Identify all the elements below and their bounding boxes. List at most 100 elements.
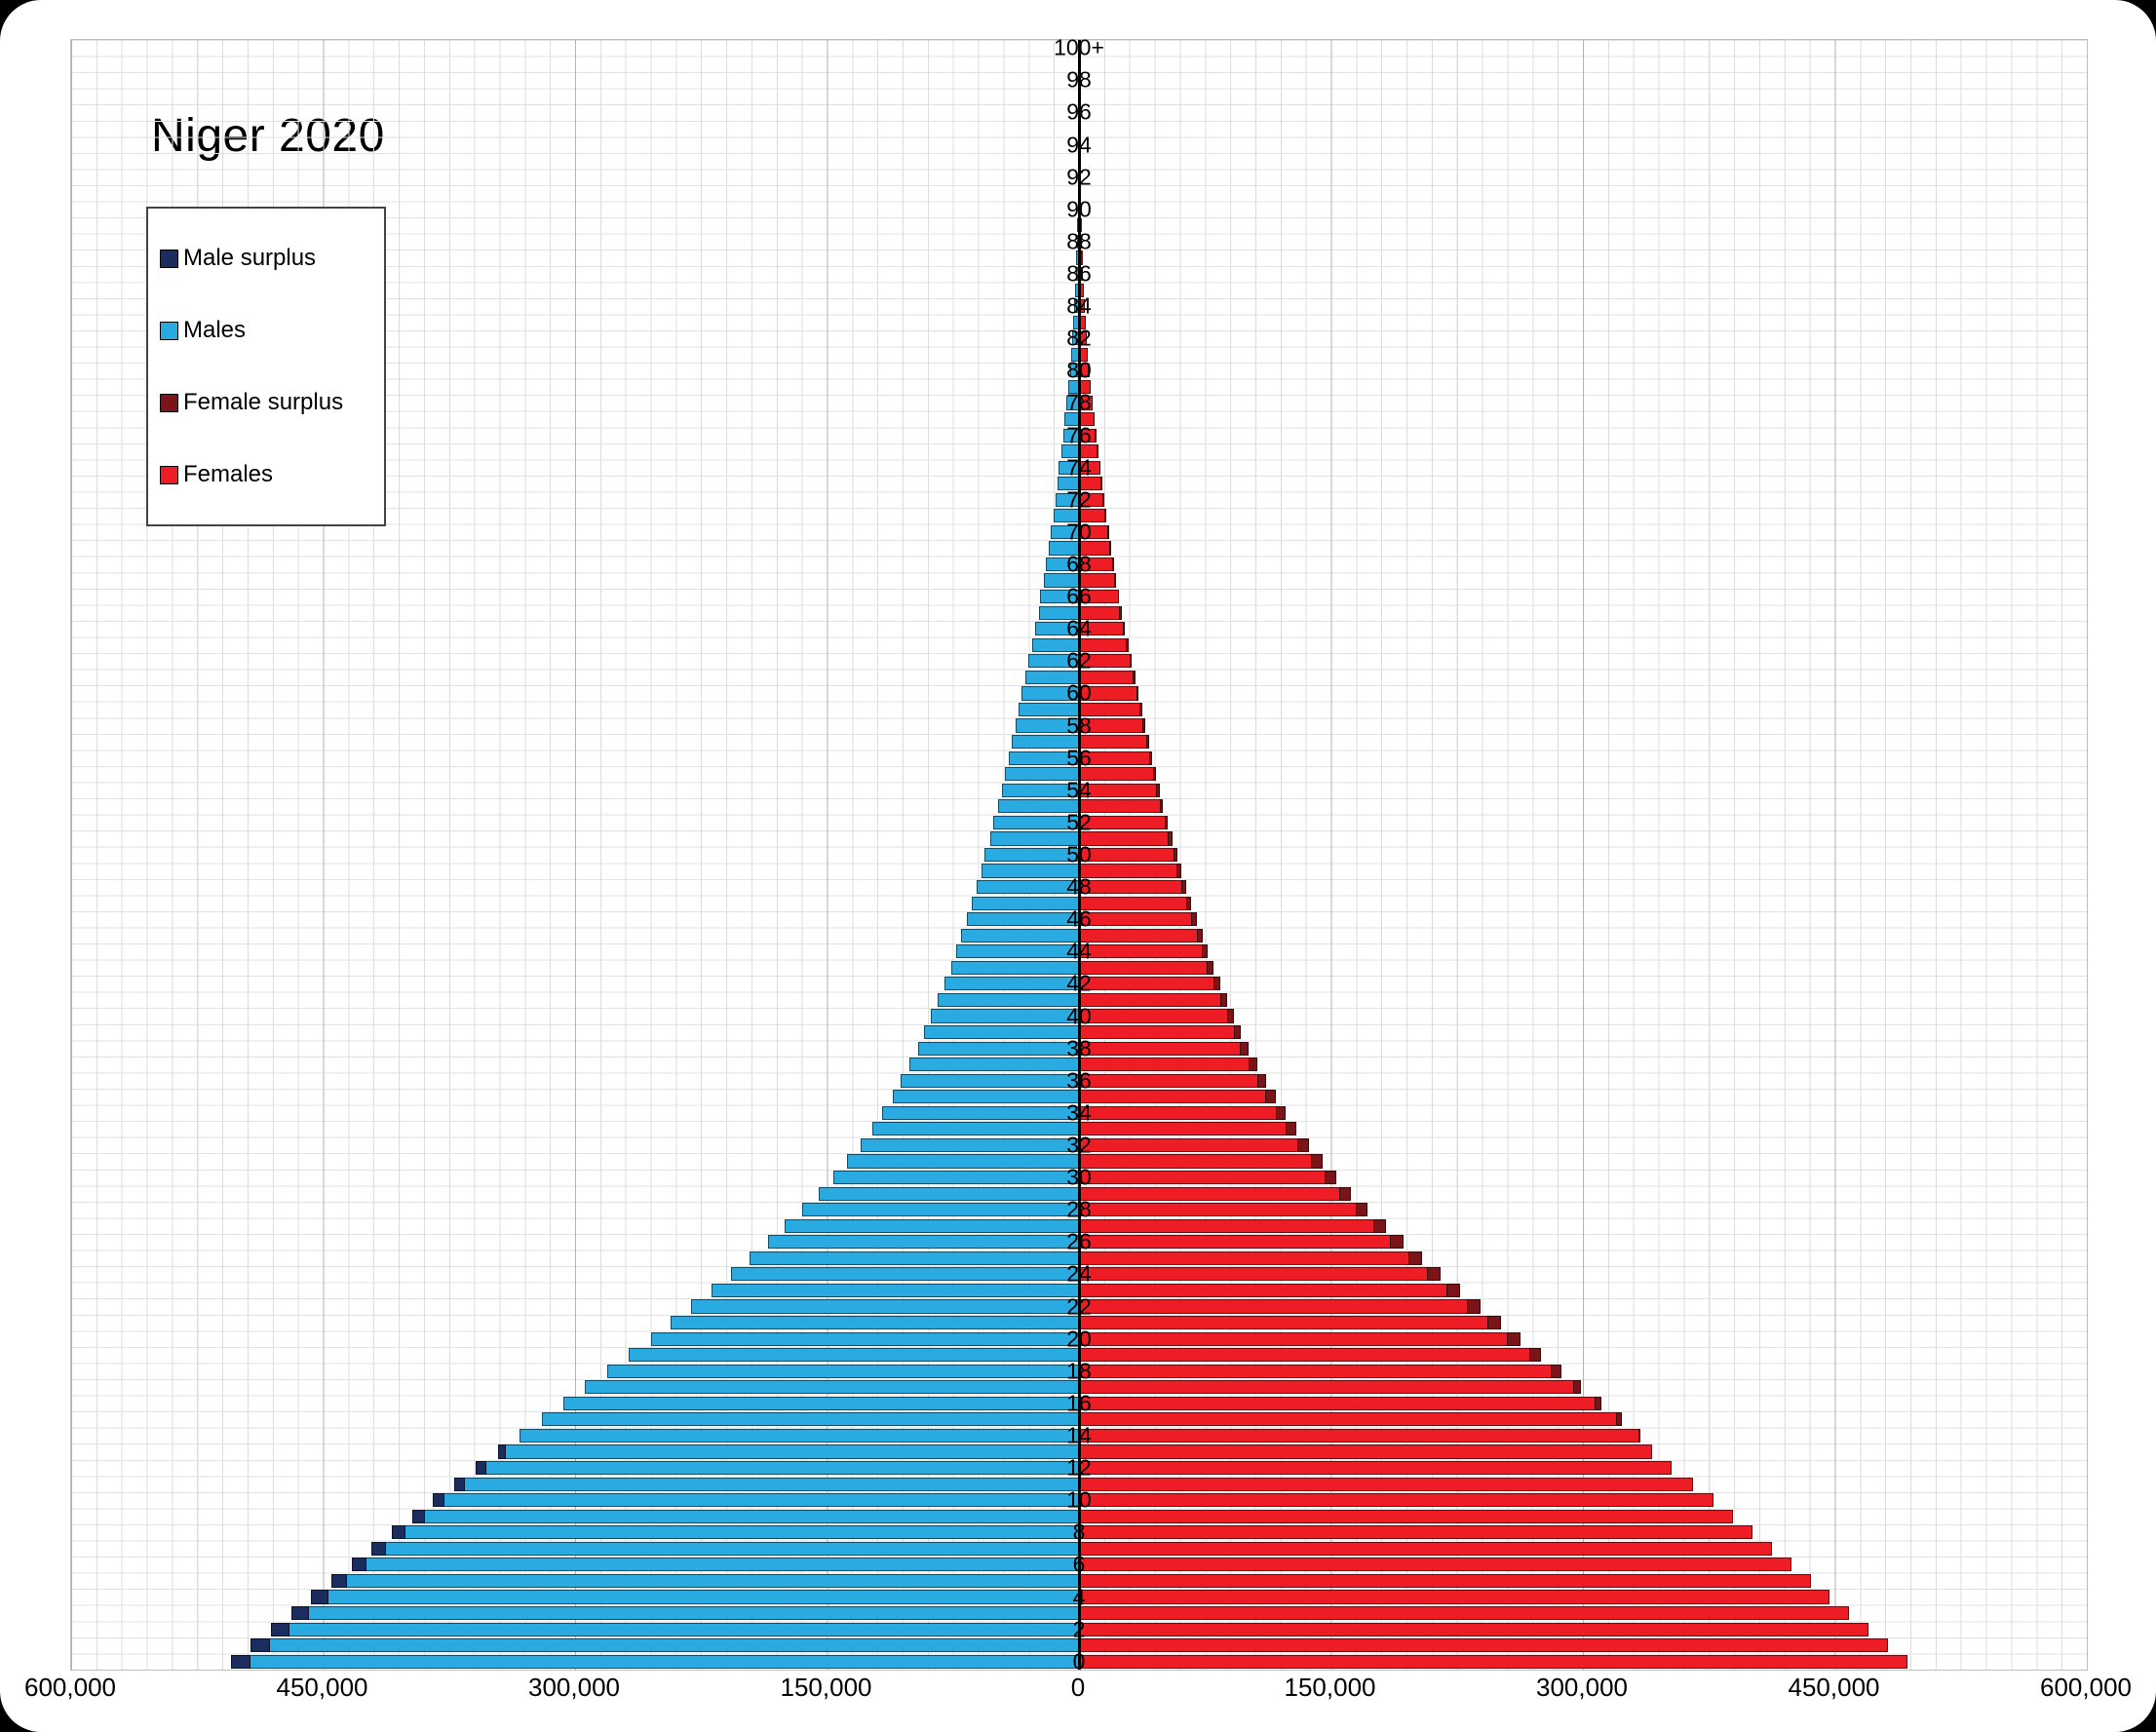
female-surplus-bar [1103,509,1106,523]
age-tick-label: 90 [1066,196,1092,222]
female-surplus-bar [1233,1025,1242,1040]
female-surplus-bar [1310,1154,1323,1169]
x-tick-label: 150,000 [780,1673,872,1702]
female-surplus-bar [1087,347,1089,362]
female-surplus-bar [1389,1235,1404,1250]
age-tick-label: 32 [1066,1132,1092,1158]
female-surplus-bar [1186,896,1192,910]
females-bar [1079,1073,1267,1088]
males-bar [1035,622,1079,636]
female-surplus-bar [1091,396,1094,410]
female-surplus-bar [1175,864,1182,878]
females-bar [1079,1154,1323,1169]
age-tick-label: 44 [1066,938,1092,964]
females-swatch [160,465,178,484]
age-tick-label: 50 [1066,841,1092,867]
males-bar [1012,735,1079,750]
males-bar [998,799,1079,814]
females-bar [1079,783,1160,797]
males-bar [785,1218,1079,1233]
males-bar [629,1348,1079,1363]
age-tick-label: 16 [1066,1390,1092,1416]
age-tick-label: 40 [1066,1003,1092,1029]
males-bar [1028,654,1079,669]
age-tick-label: 30 [1066,1164,1092,1190]
age-tick-label: 72 [1066,486,1092,513]
males-bar [250,1638,1079,1653]
females-bar [1079,1509,1734,1523]
female-surplus-bar [1129,654,1133,669]
females-bar [1079,1041,1250,1056]
females-bar [1079,299,1085,314]
females-bar [1079,1122,1297,1136]
age-tick-label: 94 [1066,132,1092,158]
female-surplus-bar [1139,702,1142,717]
females-bar [1079,960,1213,975]
males-bar [331,1573,1079,1588]
males-bar [351,1558,1079,1572]
males-bar [938,992,1079,1008]
males-bar [1059,460,1079,475]
female-surplus-bar [1133,670,1136,684]
age-tick-label: 8 [1072,1519,1086,1545]
males-bar [908,1058,1079,1072]
female-surplus-bar [1213,977,1220,991]
females-bar [1079,1605,1850,1621]
female-surplus-bar [1093,411,1096,427]
age-tick-label: 28 [1066,1196,1092,1222]
female-surplus-bar [1637,1428,1640,1443]
female-surplus-bar [1507,1331,1521,1346]
females-bar [1079,1590,1830,1604]
female-surplus-bar [1356,1203,1368,1217]
male-surplus-bar [351,1558,367,1572]
females-bar [1079,1267,1441,1282]
females-bar [1079,460,1101,475]
male-surplus-bar [331,1573,348,1588]
age-tick-label: 88 [1066,228,1092,254]
males-bar [411,1509,1079,1523]
age-tick-label: 38 [1066,1035,1092,1061]
females-bar [1079,1316,1501,1330]
females-bar [1079,1558,1791,1572]
males-bar [1031,637,1079,652]
legend-item: Females [160,439,372,511]
female-surplus-bar [1086,331,1087,346]
males-bar [1024,670,1079,684]
males-bar [976,880,1079,895]
males-bar [711,1283,1079,1298]
females-bar [1079,524,1110,539]
males-bar [1048,541,1079,556]
males-bar [1015,718,1079,733]
females-bar [1079,444,1098,459]
males-bar [1045,557,1079,572]
males-bar [311,1590,1079,1604]
male-surplus-bar [371,1541,387,1556]
x-tick-label: 450,000 [1788,1673,1880,1702]
legend: Male surplus Males Female surplus Females [146,207,386,526]
females-bar [1079,880,1187,895]
males-bar [966,912,1079,927]
plot-area: 0 2 4 6 8 10 12 14 16 18 20 22 24 26 28 30 32 34 36 38 40 42 4… [70,36,2088,1673]
females-bar [1079,670,1136,684]
female-surplus-bar [1206,960,1213,975]
males-bar [917,1041,1079,1056]
female-surplus-bar [1324,1171,1336,1185]
females-bar [1079,1090,1276,1104]
females-bar [1079,364,1090,378]
age-tick-label: 6 [1072,1551,1086,1577]
age-tick-label: 76 [1066,422,1092,448]
female-surplus-bar [1085,315,1086,329]
females-bar [1079,1025,1242,1040]
males-bar [520,1428,1079,1443]
age-tick-label: 98 [1066,66,1092,93]
males-bar [1021,686,1079,701]
age-tick-label: 62 [1066,647,1092,674]
legend-item: Male surplus [160,222,372,294]
males-bar [768,1235,1079,1250]
female-surplus-bar [1446,1283,1461,1298]
males-bar [944,977,1079,991]
males-bar [882,1105,1079,1120]
females-bar [1079,396,1094,410]
female-surplus-bar [1486,1316,1501,1330]
legend-label: Males [183,317,247,343]
